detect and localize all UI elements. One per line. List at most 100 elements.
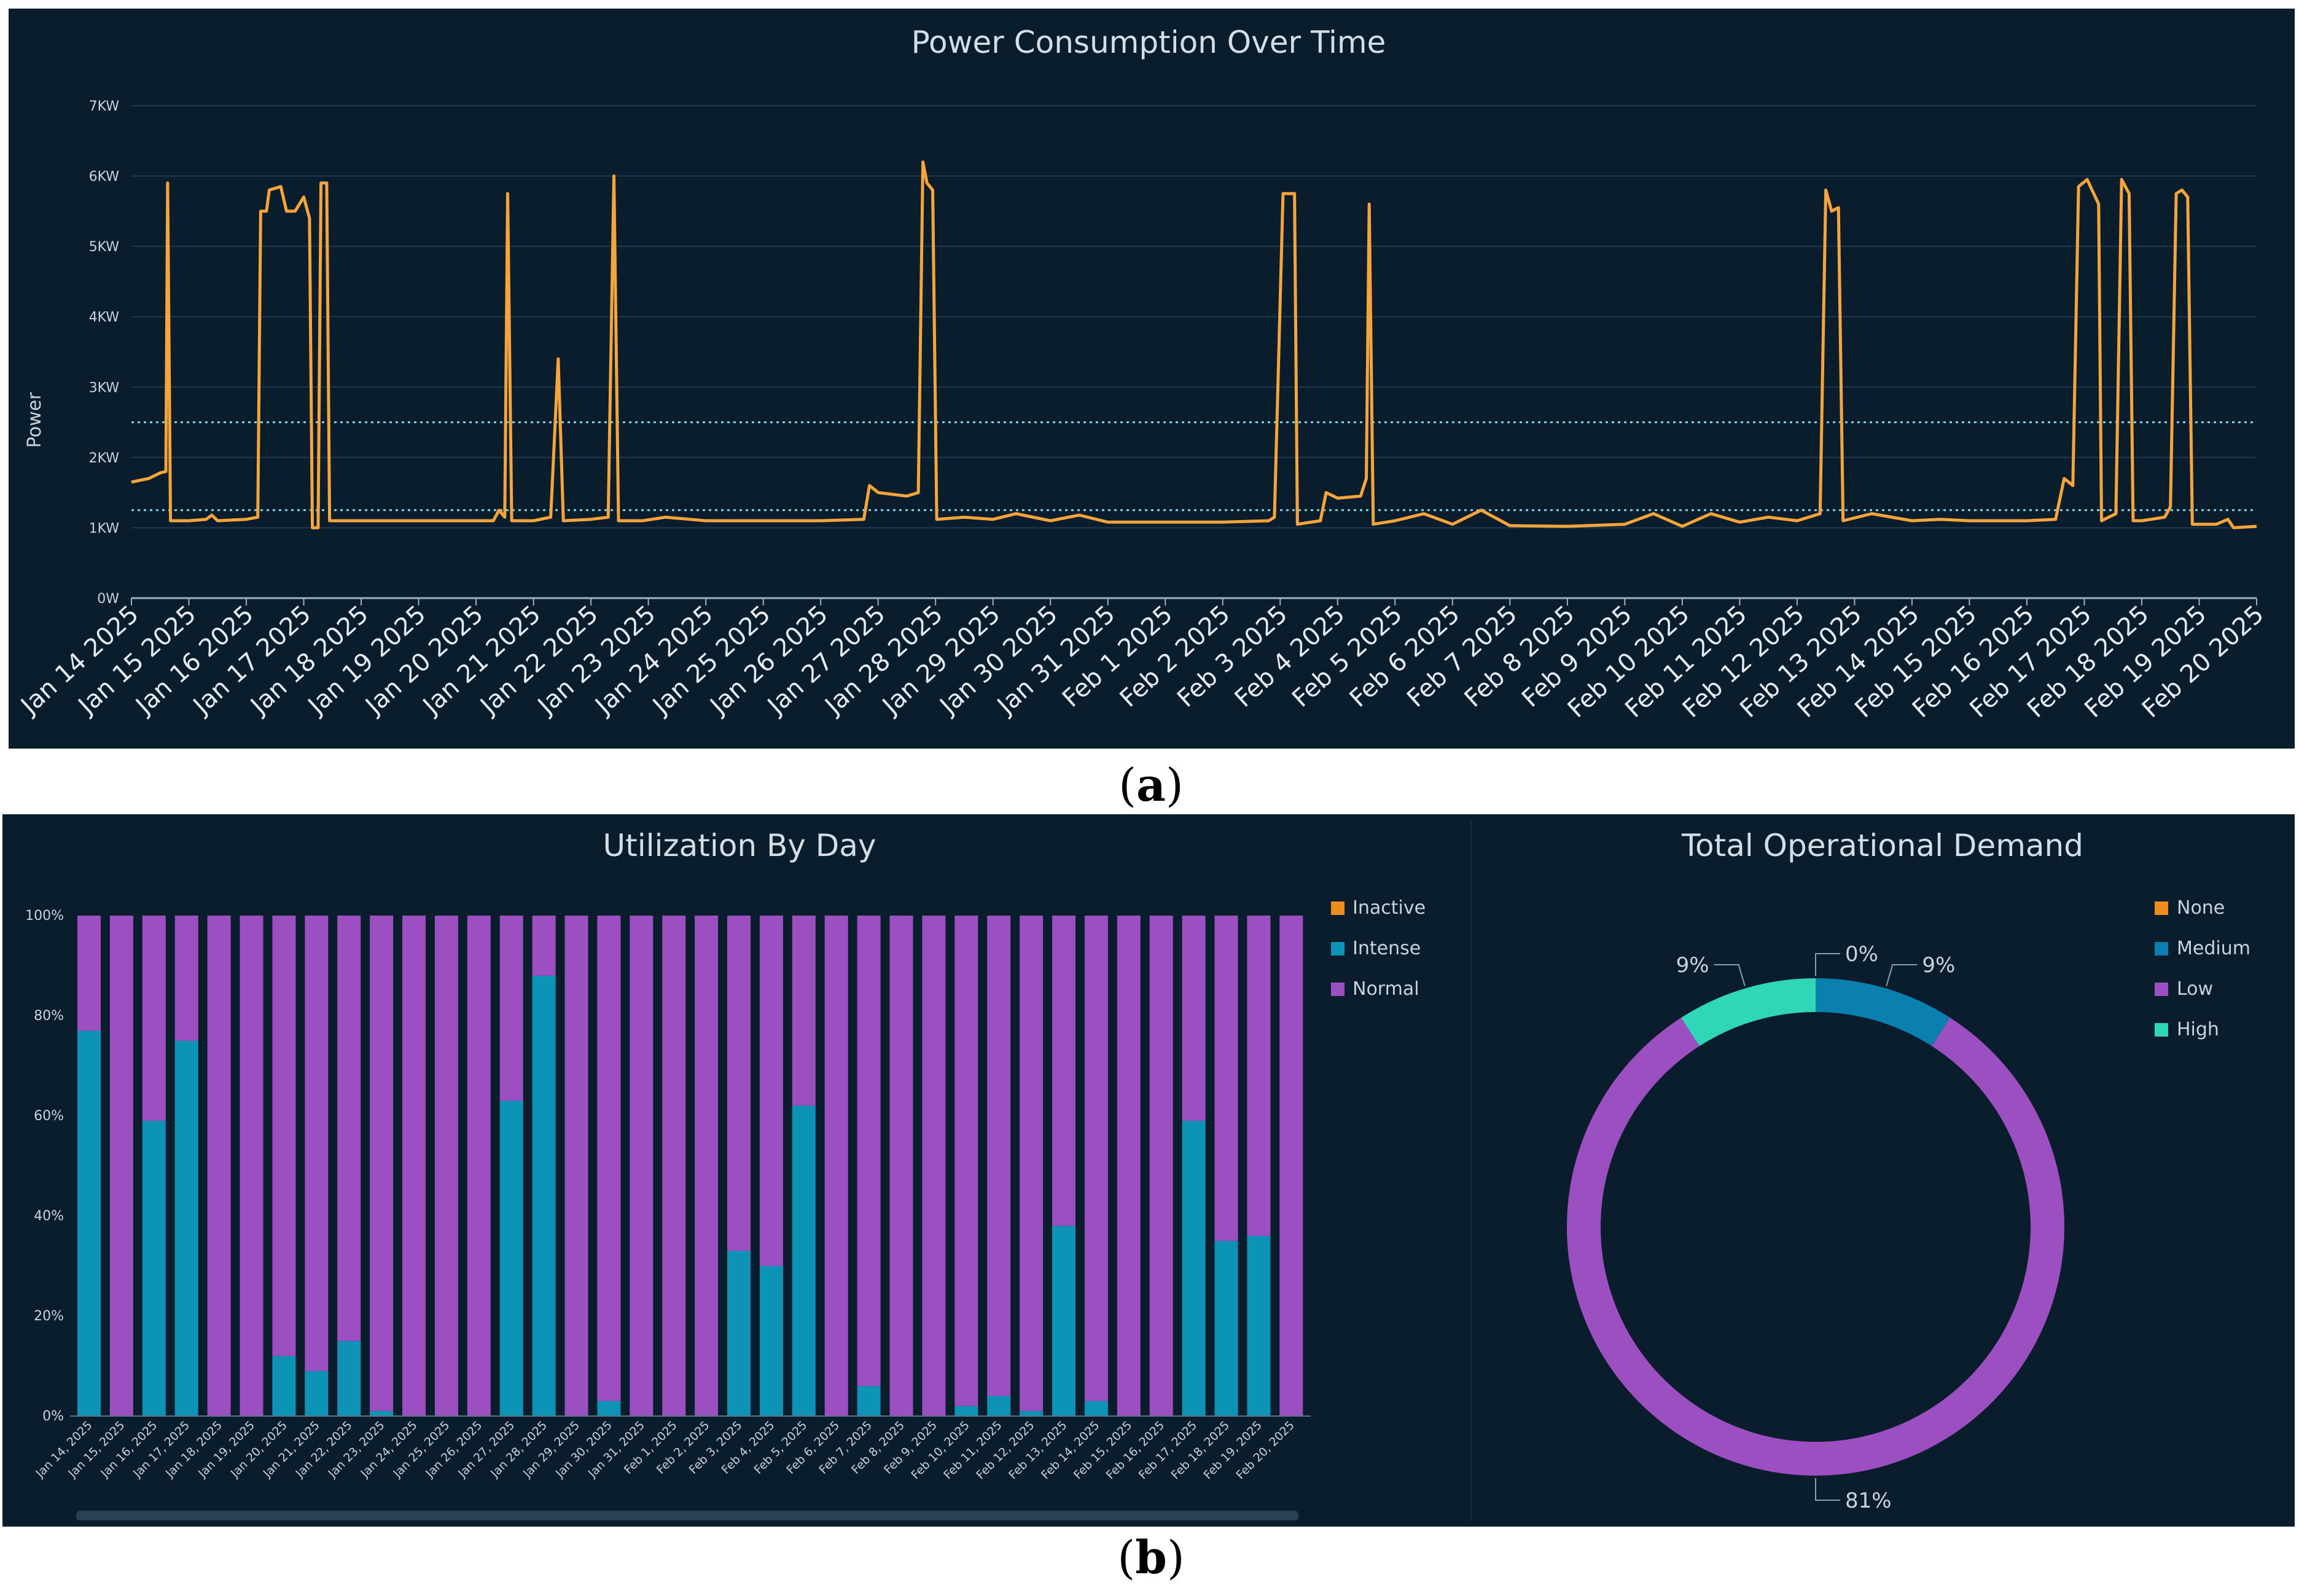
bar-segment-normal[interactable]: [857, 916, 881, 1387]
bar-segment-intense[interactable]: [532, 975, 556, 1416]
bar-segment-normal[interactable]: [532, 916, 556, 976]
bar-segment-intense[interactable]: [1182, 1121, 1206, 1416]
donut-slice-low[interactable]: [1567, 1018, 2064, 1476]
bar-segment-normal[interactable]: [370, 916, 394, 1411]
legend-label-intense[interactable]: Intense: [1352, 938, 1421, 959]
panel-divider: [1470, 820, 1472, 1520]
bar-x-tick-label: Jan 14, 2025: [33, 1419, 95, 1481]
bar-segment-normal[interactable]: [630, 916, 654, 1416]
bar-segment-intense[interactable]: [759, 1266, 783, 1417]
bar-segment-intense[interactable]: [337, 1341, 361, 1416]
bar-segment-normal[interactable]: [695, 916, 719, 1416]
bar-segment-normal[interactable]: [987, 916, 1011, 1396]
bar-segment-normal[interactable]: [109, 916, 133, 1416]
legend-swatch-intense: [1331, 942, 1345, 956]
legend-swatch-high: [2155, 1023, 2168, 1037]
bar-segment-intense[interactable]: [1020, 1411, 1044, 1416]
bar-segment-normal[interactable]: [759, 916, 783, 1266]
bar-segment-intense[interactable]: [597, 1401, 621, 1416]
bar-segment-intense[interactable]: [727, 1251, 751, 1416]
bar-segment-normal[interactable]: [792, 916, 816, 1106]
bar-segment-intense[interactable]: [77, 1030, 101, 1416]
donut-slice-label: 9%: [1922, 953, 1955, 978]
bar-segment-intense[interactable]: [792, 1105, 816, 1416]
bar-segment-normal[interactable]: [174, 916, 198, 1041]
bar-segment-normal[interactable]: [434, 916, 458, 1416]
bar-segment-normal[interactable]: [305, 916, 329, 1371]
legend-label-none[interactable]: None: [2177, 897, 2225, 919]
bar-segment-intense[interactable]: [272, 1356, 296, 1416]
legend-label-normal[interactable]: Normal: [1352, 978, 1419, 1000]
donut-chart-title: Total Operational Demand: [1681, 828, 2083, 863]
bar-segment-normal[interactable]: [402, 916, 426, 1416]
bar-x-tick-label: Jan 17, 2025: [130, 1419, 192, 1481]
bar-segment-normal[interactable]: [1214, 916, 1238, 1241]
bar-segment-normal[interactable]: [77, 916, 101, 1031]
legend-label-medium[interactable]: Medium: [2177, 938, 2250, 959]
bar-segment-normal[interactable]: [467, 916, 491, 1416]
bar-segment-normal[interactable]: [1084, 916, 1108, 1401]
legend-swatch-inactive: [1331, 901, 1345, 915]
bar-segment-intense[interactable]: [987, 1396, 1011, 1416]
bar-y-tick-label: 60%: [34, 1108, 64, 1124]
bar-segment-intense[interactable]: [1214, 1240, 1238, 1416]
bar-segment-intense[interactable]: [1084, 1401, 1108, 1416]
bar-segment-normal[interactable]: [954, 916, 978, 1406]
bar-chart-title: Utilization By Day: [603, 828, 876, 863]
bar-segment-normal[interactable]: [564, 916, 588, 1416]
bar-segment-normal[interactable]: [1279, 916, 1303, 1416]
bar-segment-normal[interactable]: [824, 916, 848, 1416]
bar-segment-normal[interactable]: [337, 916, 361, 1341]
bar-segment-intense[interactable]: [174, 1040, 198, 1416]
bar-segment-normal[interactable]: [240, 916, 263, 1416]
bar-x-tick-label: Jan 15, 2025: [65, 1419, 127, 1481]
legend-swatch-medium: [2155, 942, 2168, 956]
legend-label-low[interactable]: Low: [2177, 978, 2213, 1000]
power-consumption-panel: Power Consumption Over Time Power 0W 1KW 2…: [9, 9, 2295, 749]
bar-segment-normal[interactable]: [1247, 916, 1271, 1236]
bar-segment-normal[interactable]: [207, 916, 231, 1416]
bar-segment-normal[interactable]: [597, 916, 621, 1401]
bar-segment-intense[interactable]: [1052, 1226, 1075, 1416]
donut-leader-line: [1714, 964, 1746, 986]
donut-leader-line: [1886, 964, 1918, 986]
bar-segment-intense[interactable]: [1247, 1236, 1271, 1416]
bar-x-tick-label: Jan 24, 2025: [357, 1419, 420, 1481]
bar-segment-normal[interactable]: [142, 916, 166, 1121]
bar-x-tick-label: Jan 31, 2025: [585, 1419, 647, 1481]
donut-slice-medium[interactable]: [1816, 978, 1950, 1046]
line-y-tick-label: 1KW: [89, 521, 120, 536]
bar-x-tick-label: Jan 27, 2025: [455, 1419, 517, 1481]
bar-segment-normal[interactable]: [1117, 916, 1141, 1416]
power-consumption-chart: Power Consumption Over Time Power 0W 1KW 2…: [14, 25, 2269, 723]
bar-segment-normal[interactable]: [1052, 916, 1075, 1226]
bar-segment-normal[interactable]: [1020, 916, 1044, 1411]
line-y-tick-label: 3KW: [89, 380, 120, 395]
bar-x-tick-label: Jan 21, 2025: [260, 1419, 322, 1481]
bar-segment-normal[interactable]: [499, 916, 523, 1101]
legend-label-high[interactable]: High: [2177, 1019, 2219, 1040]
horizontal-scrollbar[interactable]: [76, 1511, 1298, 1520]
donut-slice-high[interactable]: [1681, 978, 1816, 1046]
bar-y-tick-label: 0%: [42, 1409, 64, 1424]
bar-segment-intense[interactable]: [370, 1411, 394, 1416]
bar-segment-normal[interactable]: [727, 916, 751, 1251]
legend-label-inactive[interactable]: Inactive: [1352, 897, 1426, 919]
bar-y-tick-label: 80%: [34, 1008, 64, 1024]
bar-segment-normal[interactable]: [1182, 916, 1206, 1121]
bar-segment-intense[interactable]: [954, 1406, 978, 1416]
donut-slice-label: 9%: [1676, 953, 1709, 978]
bar-segment-intense[interactable]: [499, 1100, 523, 1416]
power-series-line: [131, 160, 2257, 529]
legend-swatch-low: [2155, 983, 2168, 996]
bar-segment-normal[interactable]: [1149, 916, 1173, 1416]
bar-x-tick-label: Jan 20, 2025: [228, 1419, 290, 1481]
utilization-panel: Utilization By Day 0% 20% 40% 60% 80% 100% Ja…: [2, 814, 2295, 1527]
bar-segment-normal[interactable]: [662, 916, 686, 1416]
bar-segment-normal[interactable]: [922, 916, 946, 1416]
bar-segment-intense[interactable]: [142, 1121, 166, 1416]
bar-segment-intense[interactable]: [857, 1386, 881, 1416]
bar-segment-intense[interactable]: [305, 1371, 329, 1416]
bar-segment-normal[interactable]: [889, 916, 913, 1416]
bar-segment-normal[interactable]: [272, 916, 296, 1357]
